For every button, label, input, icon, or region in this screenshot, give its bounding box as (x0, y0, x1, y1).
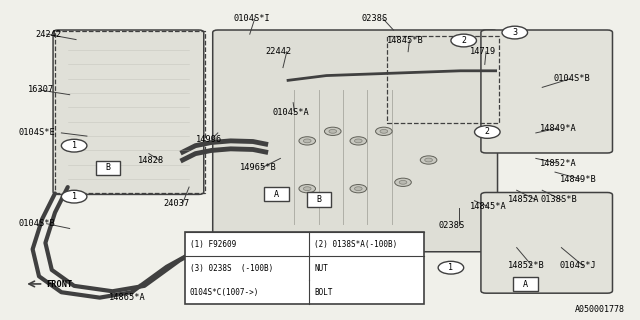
Text: 0104S*C(1007->): 0104S*C(1007->) (189, 288, 259, 297)
Circle shape (451, 34, 476, 47)
Circle shape (350, 185, 367, 193)
Text: 14865*A: 14865*A (109, 292, 146, 301)
Circle shape (395, 178, 412, 187)
Text: 14719: 14719 (470, 47, 497, 56)
Text: 14996: 14996 (195, 135, 221, 144)
Text: A: A (523, 280, 528, 289)
Circle shape (299, 185, 316, 193)
Circle shape (380, 129, 388, 133)
Text: 14849*B: 14849*B (559, 175, 596, 184)
Circle shape (329, 129, 337, 133)
Bar (184, 232, 424, 304)
Circle shape (303, 187, 311, 191)
Text: FRONT: FRONT (47, 280, 73, 289)
Text: 14852A: 14852A (508, 195, 540, 204)
Circle shape (502, 26, 527, 39)
FancyBboxPatch shape (212, 30, 497, 252)
Text: (1) F92609: (1) F92609 (189, 240, 236, 249)
Text: 1: 1 (72, 141, 77, 150)
Text: 0238S: 0238S (438, 221, 465, 230)
FancyBboxPatch shape (481, 193, 612, 293)
Text: 14852*B: 14852*B (508, 261, 545, 270)
FancyBboxPatch shape (264, 187, 289, 201)
Text: 0104S*I: 0104S*I (234, 14, 271, 23)
Circle shape (474, 125, 500, 138)
Circle shape (399, 180, 407, 184)
Text: 24242: 24242 (36, 30, 62, 39)
Text: 1: 1 (72, 192, 77, 201)
Text: BOLT: BOLT (314, 288, 333, 297)
Text: (3) 0238S  (-100B): (3) 0238S (-100B) (189, 264, 273, 273)
Circle shape (355, 139, 362, 143)
Text: (2) 0138S*A(-100B): (2) 0138S*A(-100B) (314, 240, 397, 249)
FancyBboxPatch shape (53, 30, 204, 195)
Text: 16307: 16307 (28, 85, 54, 94)
Text: 14845*A: 14845*A (470, 202, 507, 211)
Text: B: B (316, 195, 321, 204)
Text: 0104S*B: 0104S*B (19, 219, 55, 228)
Text: 14849*A: 14849*A (540, 124, 577, 132)
Text: 14828: 14828 (138, 156, 164, 164)
Circle shape (61, 190, 87, 203)
Text: 0104S*J: 0104S*J (559, 261, 596, 270)
Text: 0104S*A: 0104S*A (272, 108, 309, 117)
Circle shape (420, 156, 437, 164)
Text: 2: 2 (485, 127, 490, 136)
Text: 22442: 22442 (266, 47, 292, 56)
Text: 0104S*E: 0104S*E (19, 128, 55, 137)
Text: A: A (274, 189, 279, 199)
Text: 3: 3 (512, 28, 517, 37)
FancyBboxPatch shape (307, 193, 331, 206)
Text: 24037: 24037 (164, 198, 190, 207)
Text: 0138S*B: 0138S*B (540, 195, 577, 204)
Circle shape (324, 127, 341, 135)
Circle shape (61, 139, 87, 152)
FancyBboxPatch shape (96, 161, 120, 175)
Text: 14852*A: 14852*A (540, 159, 577, 168)
Circle shape (355, 187, 362, 191)
Text: A050001778: A050001778 (575, 305, 625, 314)
Text: 1: 1 (449, 263, 453, 272)
FancyBboxPatch shape (481, 30, 612, 153)
Circle shape (438, 261, 464, 274)
Circle shape (425, 158, 433, 162)
Bar (55, 31, 205, 194)
Text: NUT: NUT (314, 264, 328, 273)
Text: 14845*B: 14845*B (387, 36, 424, 45)
Text: 14965*B: 14965*B (240, 164, 277, 172)
Circle shape (350, 137, 367, 145)
FancyBboxPatch shape (513, 277, 538, 291)
Text: 2: 2 (461, 36, 466, 45)
Text: B: B (106, 163, 111, 172)
Text: 0238S: 0238S (362, 14, 388, 23)
Bar (387, 36, 499, 123)
Circle shape (303, 139, 311, 143)
Text: 0104S*B: 0104S*B (553, 74, 590, 83)
Circle shape (376, 127, 392, 135)
Circle shape (299, 137, 316, 145)
